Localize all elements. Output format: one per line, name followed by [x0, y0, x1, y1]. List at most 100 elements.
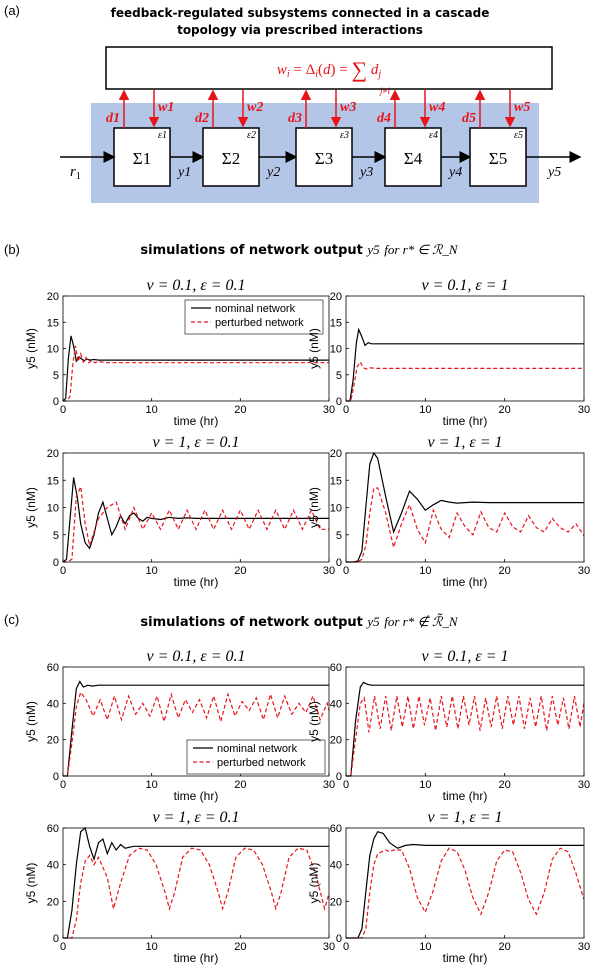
xtick-label: 0 [343, 941, 349, 953]
cascade-diagram: wi = Δi(d) = ∑ dj j≠i Σ1 ε1 d1 w1 y1 Σ2 ε2 d2 w2… [60, 46, 582, 203]
xtick-label: 0 [60, 941, 66, 953]
ytick-label: 40 [47, 860, 59, 872]
xtick-label: 10 [419, 565, 431, 577]
w-label-4: w4 [429, 100, 445, 115]
xlabel-c1: time (hr) [174, 789, 219, 803]
ytick-label: 40 [47, 698, 59, 710]
legend-entry: perturbed network [215, 317, 304, 329]
xlabel-c3: time (hr) [174, 951, 219, 965]
block-3 [295, 127, 353, 187]
xtick-label: 10 [146, 404, 158, 416]
ytick-label: 15 [47, 475, 59, 487]
axes-box-c4 [345, 827, 585, 939]
ytick-label: 15 [47, 317, 59, 329]
ytick-label: 15 [330, 475, 342, 487]
xtick-label: 30 [323, 565, 335, 577]
axes-box-c3 [62, 827, 330, 939]
ylabel-c3: y5 (nM) [24, 863, 38, 904]
chart-title-b4: ν = 1, ε = 1 [428, 434, 503, 451]
xtick-label: 20 [234, 565, 246, 577]
panel-label-b: (b) [4, 242, 20, 257]
output-label-3: y3 [358, 165, 373, 180]
legend-b1: nominal network perturbed network [184, 299, 324, 335]
legend-box [186, 739, 326, 775]
panel-label-c: (c) [4, 612, 20, 627]
ytick-label: 60 [330, 823, 342, 835]
w-label-5: w5 [514, 100, 530, 115]
ytick-label: 60 [47, 662, 59, 674]
series-c4-perturbed [346, 847, 585, 939]
xtick-label: 30 [578, 779, 590, 791]
block-eps-1: ε1 [158, 130, 167, 141]
xtick-label: 20 [499, 404, 511, 416]
ytick-label: 20 [330, 291, 342, 303]
output-label-4: y4 [447, 165, 462, 180]
output-label-5: y5 [546, 165, 561, 180]
xtick-label: 20 [234, 779, 246, 791]
xtick-label: 10 [146, 779, 158, 791]
ytick-label: 0 [336, 557, 342, 569]
ytick-label: 0 [53, 396, 59, 408]
xlabel-b3: time (hr) [174, 575, 219, 589]
chart-title-c2: ν = 0.1, ε = 1 [422, 648, 509, 665]
chart-title-b3: ν = 1, ε = 0.1 [153, 434, 240, 451]
xtick-label: 20 [499, 941, 511, 953]
ytick-label: 15 [330, 317, 342, 329]
xtick-label: 30 [578, 941, 590, 953]
series-b4-perturbed [346, 487, 585, 563]
d-label-1: d1 [106, 111, 120, 126]
xlabel-b4: time (hr) [443, 575, 488, 589]
section-c-title-cond: for r* ∉ ℛ̃_N [384, 614, 458, 629]
d-label-4: d4 [377, 111, 391, 126]
section-c-title: simulations of network output y5 for r* … [0, 614, 598, 630]
series-c1-nominal [63, 680, 329, 777]
section-b-title: simulations of network output y5 for r* … [0, 242, 598, 258]
ytick-label: 0 [336, 396, 342, 408]
block-sigma-3: Σ3 [315, 149, 333, 168]
xtick-label: 30 [323, 779, 335, 791]
legend-entry: perturbed network [217, 757, 306, 769]
interaction-box [105, 46, 553, 90]
ytick-label: 5 [53, 530, 59, 542]
xtick-label: 0 [60, 404, 66, 416]
block-eps-4: ε4 [429, 130, 438, 141]
ytick-label: 20 [47, 448, 59, 460]
legend-box [184, 299, 324, 335]
series-b1-nominal [62, 335, 329, 402]
ytick-label: 10 [47, 344, 59, 356]
ytick-label: 0 [53, 557, 59, 569]
ytick-label: 0 [53, 771, 59, 783]
series-c3-nominal [63, 826, 329, 939]
section-c-title-text: simulations of network output [140, 615, 363, 630]
xtick-label: 20 [499, 565, 511, 577]
diagram-title-line1: feedback-regulated subsystems connected … [110, 6, 490, 20]
xlabel-b2: time (hr) [443, 414, 488, 428]
chart-title-c3: ν = 1, ε = 0.1 [153, 809, 240, 826]
w-label-3: w3 [340, 100, 356, 115]
chart-title-c4: ν = 1, ε = 1 [428, 809, 503, 826]
ytick-label: 0 [336, 771, 342, 783]
xtick-label: 20 [234, 941, 246, 953]
ytick-label: 20 [47, 896, 59, 908]
xlabel-c2: time (hr) [443, 789, 488, 803]
xtick-label: 0 [60, 779, 66, 791]
series-c1-perturbed [63, 691, 330, 777]
chart-b1: 0 10 20 30 0 5 10 15 20 time (hr) y5 (nM) ν = 0.1, … [24, 277, 335, 428]
ytick-label: 0 [53, 933, 59, 945]
block-sigma-5: Σ5 [489, 149, 507, 168]
block-sigma-4: Σ4 [404, 149, 423, 168]
block-eps-3: ε3 [340, 130, 349, 141]
input-label: r1 [70, 164, 81, 182]
block-eps-2: ε2 [247, 130, 256, 141]
w-label-1: w1 [158, 100, 174, 115]
series-c2-perturbed [346, 695, 585, 777]
series-b1-perturbed [63, 345, 329, 402]
output-label-1: y1 [176, 165, 191, 180]
ytick-label: 20 [330, 735, 342, 747]
ytick-label: 5 [336, 530, 342, 542]
chart-c3: 0 10 20 30 0 20 40 60 time (hr) y5 (nM) ν = 1, ε =… [24, 809, 335, 965]
xtick-label: 30 [578, 565, 590, 577]
block-4 [384, 127, 442, 187]
